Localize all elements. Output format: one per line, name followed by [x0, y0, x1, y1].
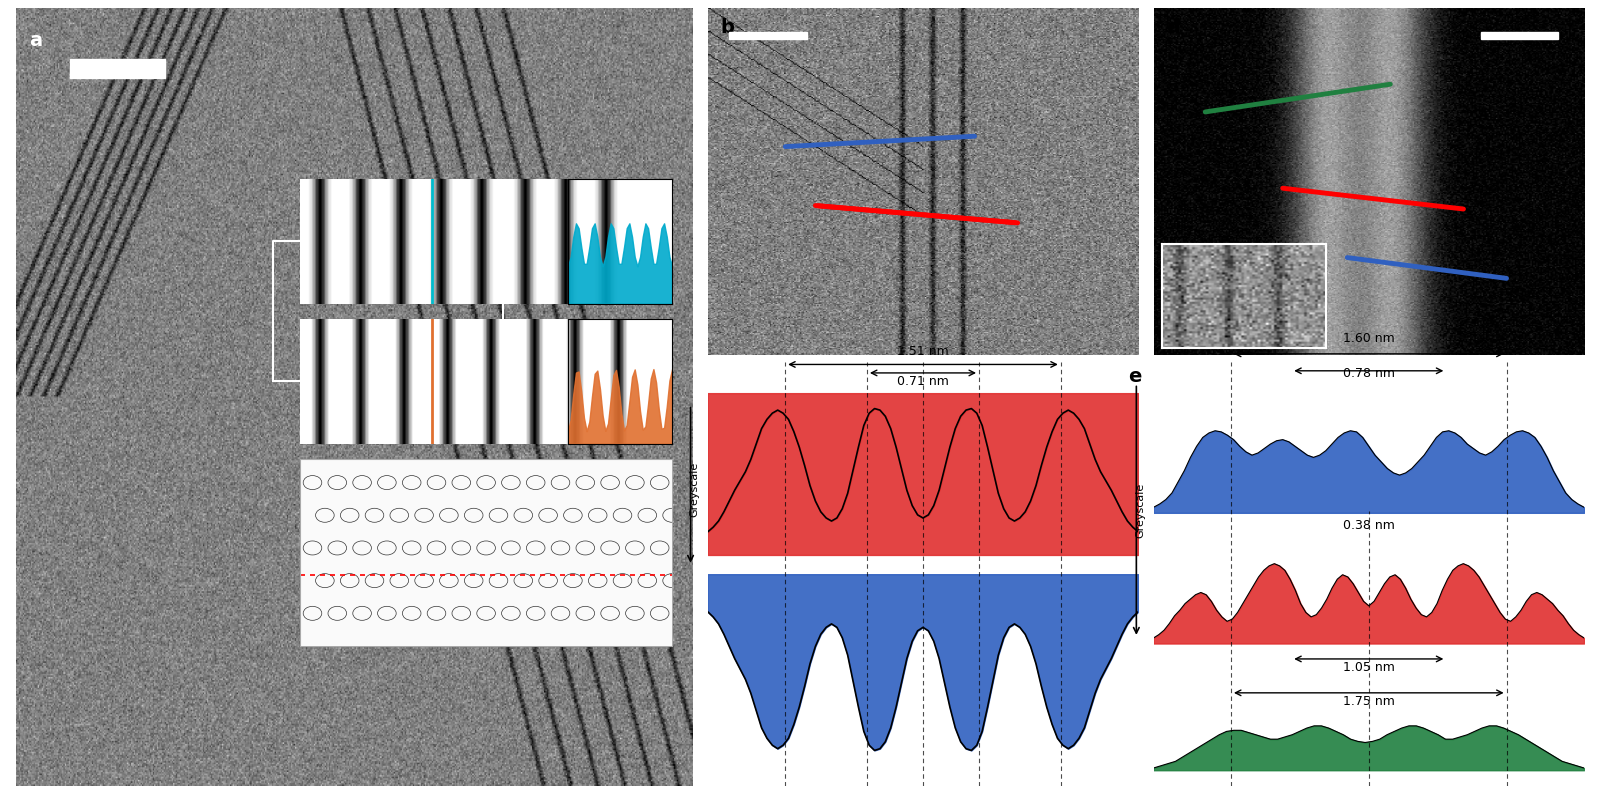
Bar — [1480, 32, 1558, 39]
Text: a: a — [29, 31, 43, 50]
Text: Greyscale: Greyscale — [1134, 483, 1146, 538]
Text: b: b — [720, 18, 734, 37]
Text: 1.60 nm: 1.60 nm — [1342, 333, 1395, 345]
Text: 1.75 nm: 1.75 nm — [1342, 695, 1395, 708]
Text: d: d — [1166, 18, 1181, 37]
Text: 1.05 nm: 1.05 nm — [1342, 661, 1395, 674]
Text: e: e — [1128, 367, 1141, 386]
Bar — [70, 59, 165, 78]
Text: Greyscale: Greyscale — [690, 462, 699, 517]
Text: 0.71 nm: 0.71 nm — [898, 375, 949, 388]
Text: 0.78 nm: 0.78 nm — [1342, 367, 1395, 380]
Text: 0.38 nm: 0.38 nm — [1342, 519, 1395, 532]
Text: 1.51 nm: 1.51 nm — [898, 345, 949, 358]
Bar — [730, 32, 806, 39]
